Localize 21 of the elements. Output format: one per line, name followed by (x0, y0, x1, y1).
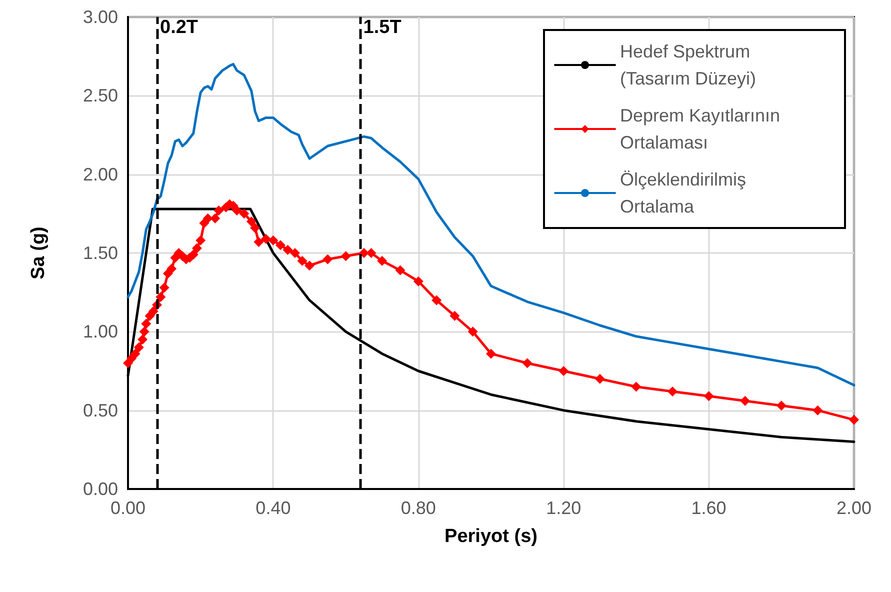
x-tick-label: 2.00 (836, 498, 872, 518)
legend-label: Hedef Spektrum (Tasarım Düzeyi) (620, 42, 756, 88)
x-tick-label: 0.40 (256, 498, 291, 518)
y-tick-label: 1.00 (82, 322, 118, 342)
y-tick-label: 2.00 (82, 164, 118, 184)
legend-label: Ölçeklendirilmiş Ortalama (620, 170, 752, 216)
x-tick-label: 0.80 (400, 498, 436, 518)
ref-line-label: 1.5T (363, 17, 402, 38)
x-tick-label: 1.20 (546, 498, 582, 518)
y-tick-label: 0.00 (82, 479, 118, 499)
legend-label: Deprem Kayıtlarının Ortalaması (620, 106, 786, 152)
y-axis-title: Sa (g) (28, 226, 49, 280)
ref-line-label: 0.2T (160, 17, 198, 38)
x-tick-label: 1.60 (691, 498, 726, 518)
y-tick-label: 0.50 (82, 400, 118, 420)
line-series (126, 62, 856, 386)
y-tick-label: 1.50 (82, 243, 118, 263)
y-tick-label: 3.00 (82, 7, 118, 27)
y-tick-label: 2.50 (82, 86, 118, 106)
x-axis-title: Periyot (s) (444, 526, 538, 547)
x-tick-label: 0.00 (110, 498, 146, 518)
